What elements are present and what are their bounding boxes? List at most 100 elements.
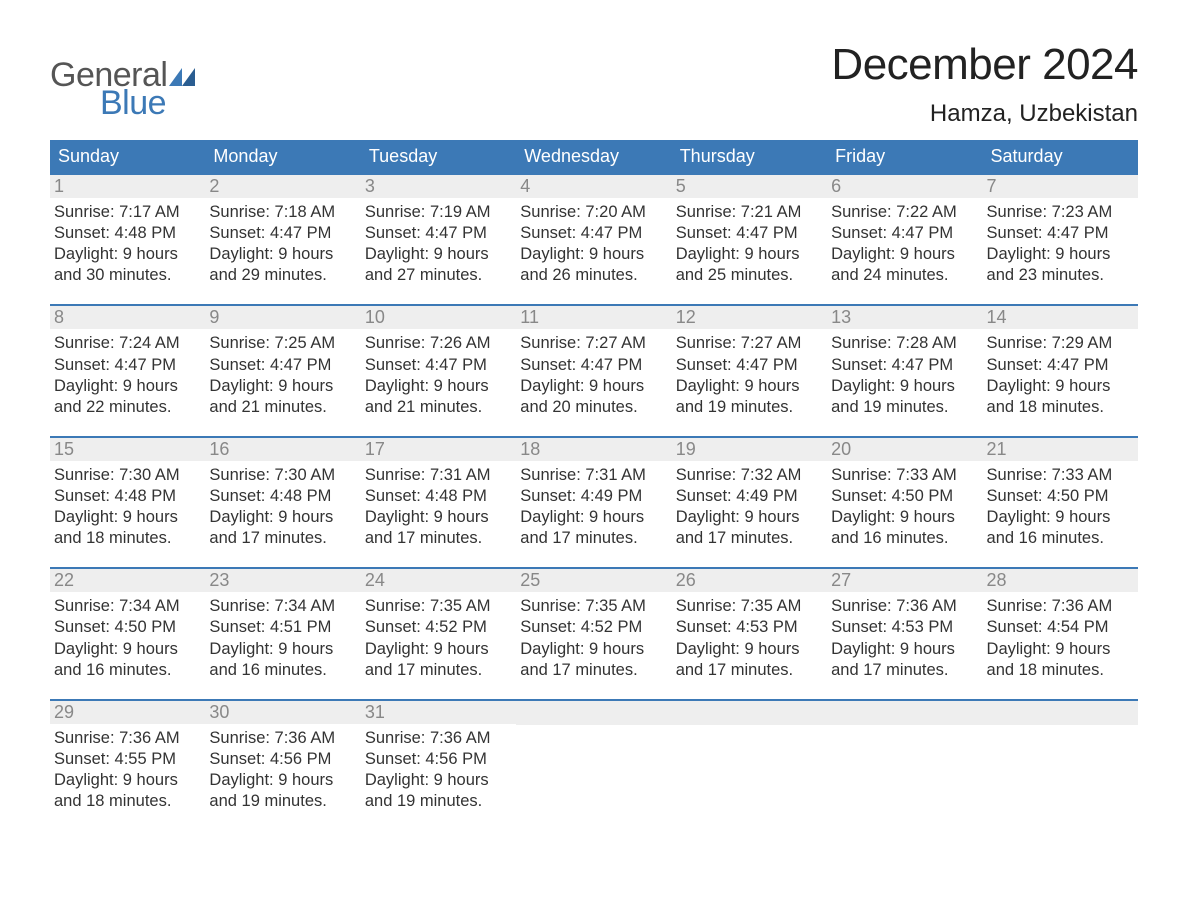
sunset-line: Sunset: 4:52 PM [520,617,665,638]
day-number: 11 [516,306,671,329]
flag-icon [169,68,195,86]
day-number [516,701,671,725]
sunrise-line: Sunrise: 7:36 AM [831,596,976,617]
day-content: Sunrise: 7:27 AMSunset: 4:47 PMDaylight:… [516,329,671,417]
sunset-line: Sunset: 4:51 PM [209,617,354,638]
day-cell: 15Sunrise: 7:30 AMSunset: 4:48 PMDayligh… [50,438,205,549]
sunset-line: Sunset: 4:55 PM [54,749,199,770]
daylight-line-2: and 17 minutes. [520,528,665,549]
daylight-line-1: Daylight: 9 hours [209,639,354,660]
day-cell [983,701,1138,812]
daylight-line-1: Daylight: 9 hours [54,639,199,660]
sunset-line: Sunset: 4:48 PM [365,486,510,507]
sunrise-line: Sunrise: 7:18 AM [209,202,354,223]
day-cell: 16Sunrise: 7:30 AMSunset: 4:48 PMDayligh… [205,438,360,549]
day-cell: 29Sunrise: 7:36 AMSunset: 4:55 PMDayligh… [50,701,205,812]
sunset-line: Sunset: 4:47 PM [209,223,354,244]
daylight-line-2: and 16 minutes. [209,660,354,681]
sunset-line: Sunset: 4:53 PM [676,617,821,638]
day-number: 21 [983,438,1138,461]
day-cell: 22Sunrise: 7:34 AMSunset: 4:50 PMDayligh… [50,569,205,680]
day-content: Sunrise: 7:26 AMSunset: 4:47 PMDaylight:… [361,329,516,417]
page-title: December 2024 [831,40,1138,90]
day-content: Sunrise: 7:35 AMSunset: 4:52 PMDaylight:… [361,592,516,680]
sunrise-line: Sunrise: 7:30 AM [54,465,199,486]
day-content: Sunrise: 7:25 AMSunset: 4:47 PMDaylight:… [205,329,360,417]
day-content: Sunrise: 7:28 AMSunset: 4:47 PMDaylight:… [827,329,982,417]
sunrise-line: Sunrise: 7:20 AM [520,202,665,223]
day-cell: 5Sunrise: 7:21 AMSunset: 4:47 PMDaylight… [672,175,827,286]
day-cell: 1Sunrise: 7:17 AMSunset: 4:48 PMDaylight… [50,175,205,286]
day-number: 30 [205,701,360,724]
calendar: Sunday Monday Tuesday Wednesday Thursday… [50,140,1138,812]
day-content: Sunrise: 7:18 AMSunset: 4:47 PMDaylight:… [205,198,360,286]
day-cell: 23 Sunrise: 7:34 AMSunset: 4:51 PMDayligh… [205,569,360,680]
daylight-line-2: and 18 minutes. [54,528,199,549]
day-number: 12 [672,306,827,329]
daylight-line-1: Daylight: 9 hours [987,376,1132,397]
day-number: 25 [516,569,671,592]
sunrise-line: Sunrise: 7:35 AM [520,596,665,617]
dayheader-sat: Saturday [983,140,1138,173]
day-content: Sunrise: 7:33 AMSunset: 4:50 PMDaylight:… [827,461,982,549]
day-cell: 25Sunrise: 7:35 AMSunset: 4:52 PMDayligh… [516,569,671,680]
day-content: Sunrise: 7:34 AMSunset: 4:50 PMDaylight:… [50,592,205,680]
daylight-line-1: Daylight: 9 hours [676,376,821,397]
sunset-line: Sunset: 4:56 PM [209,749,354,770]
daylight-line-2: and 22 minutes. [54,397,199,418]
daylight-line-2: and 17 minutes. [365,528,510,549]
day-content: Sunrise: 7:23 AMSunset: 4:47 PMDaylight:… [983,198,1138,286]
day-number: 5 [672,175,827,198]
day-number [983,701,1138,725]
sunset-line: Sunset: 4:48 PM [54,223,199,244]
dayheader-sun: Sunday [50,140,205,173]
day-cell: 20Sunrise: 7:33 AMSunset: 4:50 PMDayligh… [827,438,982,549]
daylight-line-1: Daylight: 9 hours [54,244,199,265]
day-content: Sunrise: 7:22 AMSunset: 4:47 PMDaylight:… [827,198,982,286]
daylight-line-1: Daylight: 9 hours [987,639,1132,660]
daylight-line-2: and 21 minutes. [365,397,510,418]
sunset-line: Sunset: 4:47 PM [365,355,510,376]
sunrise-line: Sunrise: 7:36 AM [209,728,354,749]
day-cell [827,701,982,812]
day-cell: 27Sunrise: 7:36 AMSunset: 4:53 PMDayligh… [827,569,982,680]
day-content: Sunrise: 7:20 AMSunset: 4:47 PMDaylight:… [516,198,671,286]
sunrise-line: Sunrise: 7:26 AM [365,333,510,354]
daylight-line-1: Daylight: 9 hours [54,507,199,528]
daylight-line-1: Daylight: 9 hours [520,376,665,397]
day-content: Sunrise: 7:29 AMSunset: 4:47 PMDaylight:… [983,329,1138,417]
day-number: 27 [827,569,982,592]
daylight-line-2: and 24 minutes. [831,265,976,286]
day-content: Sunrise: 7:36 AMSunset: 4:54 PMDaylight:… [983,592,1138,680]
day-number: 2 [205,175,360,198]
sunrise-line: Sunrise: 7:23 AM [987,202,1132,223]
daylight-line-1: Daylight: 9 hours [520,244,665,265]
day-cell: 8Sunrise: 7:24 AMSunset: 4:47 PMDaylight… [50,306,205,417]
day-number: 29 [50,701,205,724]
day-content: Sunrise: 7:36 AMSunset: 4:53 PMDaylight:… [827,592,982,680]
sunset-line: Sunset: 4:47 PM [209,355,354,376]
week-row: 22Sunrise: 7:34 AMSunset: 4:50 PMDayligh… [50,567,1138,680]
day-content: Sunrise: 7:27 AMSunset: 4:47 PMDaylight:… [672,329,827,417]
day-cell: 28Sunrise: 7:36 AMSunset: 4:54 PMDayligh… [983,569,1138,680]
sunset-line: Sunset: 4:47 PM [987,223,1132,244]
day-number: 10 [361,306,516,329]
daylight-line-2: and 30 minutes. [54,265,199,286]
daylight-line-2: and 21 minutes. [209,397,354,418]
day-number: 28 [983,569,1138,592]
day-number: 3 [361,175,516,198]
day-cell: 12Sunrise: 7:27 AMSunset: 4:47 PMDayligh… [672,306,827,417]
daylight-line-1: Daylight: 9 hours [209,376,354,397]
sunrise-line: Sunrise: 7:35 AM [676,596,821,617]
daylight-line-1: Daylight: 9 hours [54,376,199,397]
sunrise-line: Sunrise: 7:35 AM [365,596,510,617]
sunrise-line: Sunrise: 7:34 AM [209,596,354,617]
daylight-line-2: and 19 minutes. [209,791,354,812]
day-content: Sunrise: 7:17 AMSunset: 4:48 PMDaylight:… [50,198,205,286]
week-row: 15Sunrise: 7:30 AMSunset: 4:48 PMDayligh… [50,436,1138,549]
day-number: 23 [205,569,360,592]
day-number: 20 [827,438,982,461]
daylight-line-1: Daylight: 9 hours [676,507,821,528]
day-cell: 3Sunrise: 7:19 AMSunset: 4:47 PMDaylight… [361,175,516,286]
day-cell: 13Sunrise: 7:28 AMSunset: 4:47 PMDayligh… [827,306,982,417]
